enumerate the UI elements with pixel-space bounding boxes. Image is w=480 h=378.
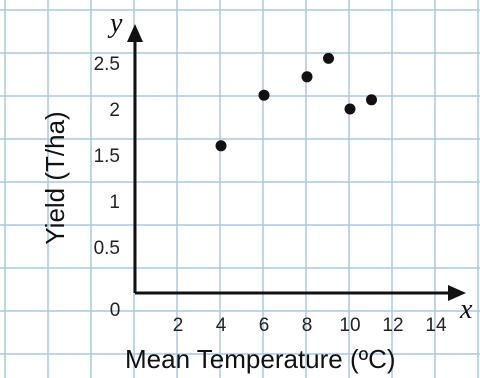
x-tick-label: 8 [302, 315, 313, 336]
y-tick-label: 1.5 [94, 146, 120, 167]
data-point [301, 71, 313, 83]
x-tick-label: 10 [339, 315, 360, 336]
x-tick-label: 6 [259, 315, 270, 336]
x-tick-label: 12 [382, 315, 403, 336]
y-tick-label: 0.5 [94, 238, 120, 259]
x-axis-arrowhead [448, 285, 466, 301]
tick-labels: 2 4 6 8 10 12 14 0.5 1 1.5 2 2.5 [94, 54, 447, 336]
data-point [258, 89, 270, 101]
data-points [215, 52, 377, 152]
data-point [215, 140, 227, 152]
data-point [323, 52, 334, 64]
x-axis-symbol: x [459, 294, 473, 325]
y-tick-label: 2 [109, 100, 120, 121]
data-point [344, 103, 356, 115]
x-tick-label: 14 [425, 315, 447, 336]
x-tick-label: 4 [216, 315, 227, 336]
axes [127, 24, 466, 301]
y-axis-symbol: y [107, 8, 123, 39]
y-axis-arrowhead [127, 24, 143, 42]
y-tick-label: 1 [109, 192, 120, 213]
y-axis-title: Yield (T/ha) [40, 111, 70, 244]
x-tick-label: 2 [173, 315, 184, 336]
x-axis-title: Mean Temperature (ºC) [125, 344, 396, 374]
data-point [366, 94, 377, 106]
y-tick-label: 2.5 [94, 54, 120, 75]
origin-label: 0 [110, 300, 121, 321]
